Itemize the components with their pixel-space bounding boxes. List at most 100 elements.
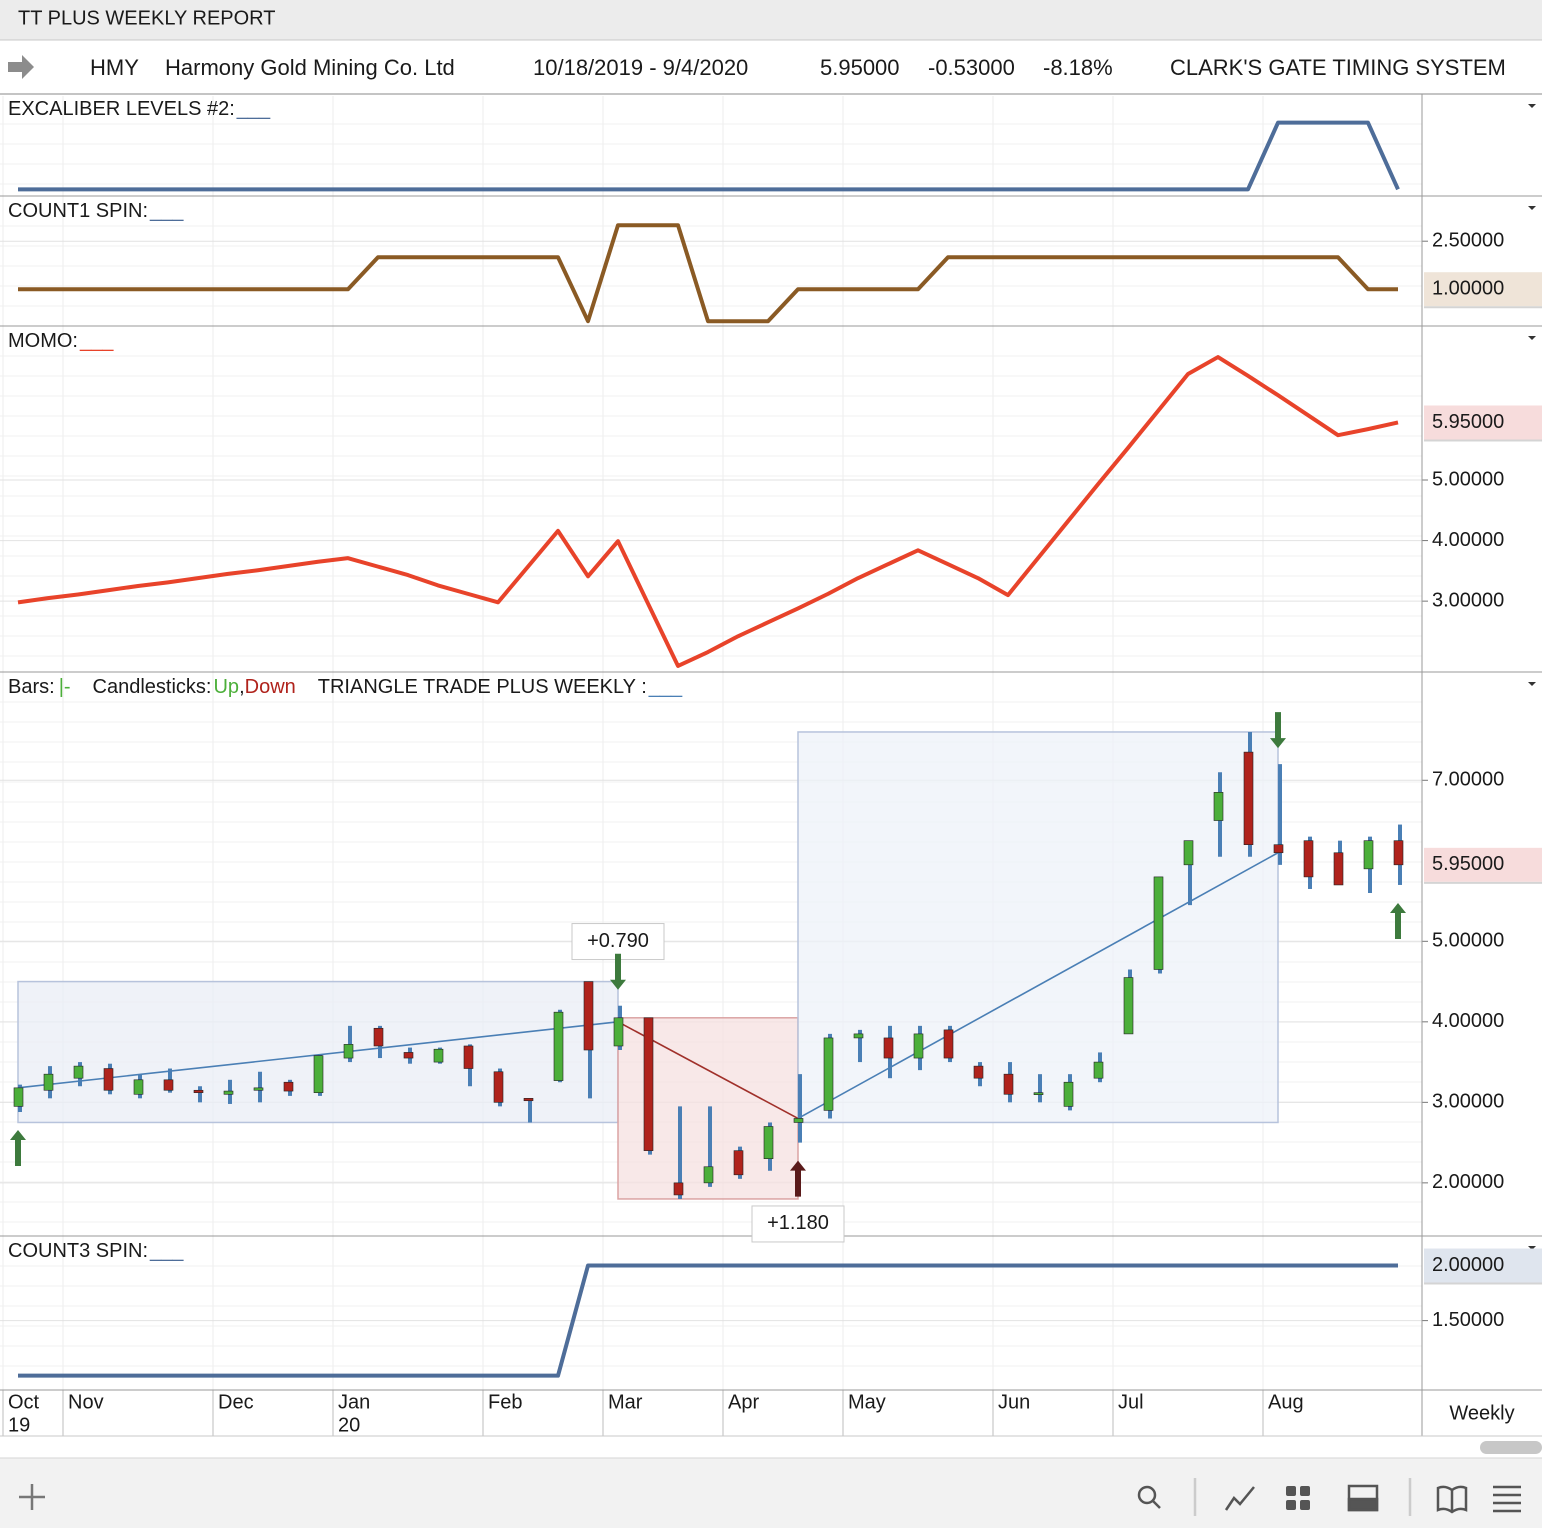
current-value-badge bbox=[1424, 847, 1542, 882]
candle-body bbox=[43, 1073, 54, 1091]
symbol: HMY bbox=[90, 55, 139, 80]
x-tick-label: Apr bbox=[728, 1391, 759, 1413]
triangle-box bbox=[797, 731, 1279, 1124]
candle-body bbox=[133, 1079, 144, 1095]
candle-body bbox=[1183, 840, 1194, 866]
candle-body bbox=[1033, 1092, 1044, 1095]
x-tick-label: Nov bbox=[68, 1391, 104, 1413]
trend-line bbox=[797, 852, 1279, 1120]
panel-menu[interactable] bbox=[1528, 206, 1536, 210]
date-range: 10/18/2019 - 9/4/2020 bbox=[533, 55, 748, 80]
draw-button[interactable] bbox=[1224, 1486, 1255, 1511]
candle-body bbox=[313, 1055, 324, 1093]
window-title: TT PLUS WEEKLY REPORT bbox=[18, 7, 275, 29]
menu-button[interactable] bbox=[1493, 1485, 1521, 1513]
candle-body bbox=[163, 1079, 174, 1091]
title-bar bbox=[0, 0, 1542, 40]
panel-title-text: COUNT3 SPIN: bbox=[8, 1240, 148, 1262]
current-value-label: 1.00000 bbox=[1432, 277, 1504, 299]
panel-button[interactable] bbox=[1347, 1484, 1379, 1512]
candle-body bbox=[1093, 1061, 1104, 1079]
candle-body bbox=[283, 1081, 294, 1092]
candle-body bbox=[613, 1017, 624, 1047]
current-value-badge bbox=[1424, 272, 1542, 307]
percent-change: -8.18% bbox=[1043, 55, 1113, 80]
current-value-label: 2.00000 bbox=[1432, 1254, 1504, 1276]
system-name: CLARK'S GATE TIMING SYSTEM bbox=[1170, 55, 1506, 80]
legend-key: ___ bbox=[236, 98, 271, 120]
nav-arrow-icon[interactable] bbox=[8, 55, 34, 79]
gain-badge bbox=[571, 923, 665, 961]
panel-title-text: COUNT1 SPIN: bbox=[8, 200, 148, 222]
gain-label: +0.790 bbox=[587, 930, 649, 952]
x-tick-label: May bbox=[848, 1391, 886, 1413]
up-label: Up bbox=[213, 676, 239, 698]
candle-body bbox=[403, 1052, 414, 1059]
panel-title-text: Bars: bbox=[8, 676, 55, 698]
legend-key: ___ bbox=[149, 200, 184, 222]
signal-arrow bbox=[10, 1130, 26, 1167]
panel-menu[interactable] bbox=[1528, 682, 1536, 686]
book-button[interactable] bbox=[1436, 1485, 1468, 1514]
candle-body bbox=[463, 1045, 474, 1069]
x-tick-label: Jul bbox=[1118, 1391, 1144, 1413]
last-price: 5.95000 bbox=[820, 55, 900, 80]
indicator-label: TRIANGLE TRADE PLUS WEEKLY : bbox=[318, 676, 647, 698]
candle-body bbox=[733, 1150, 744, 1176]
toolbar bbox=[0, 1458, 1542, 1528]
panel-menu[interactable] bbox=[1528, 336, 1536, 340]
signal-arrow bbox=[1390, 902, 1406, 939]
scrollbar[interactable] bbox=[1480, 1441, 1542, 1454]
candle-body bbox=[1063, 1081, 1074, 1107]
candle-body bbox=[223, 1090, 234, 1095]
indicator-line bbox=[17, 355, 1399, 668]
candle-body bbox=[523, 1098, 534, 1102]
candle-body bbox=[343, 1044, 354, 1059]
candle-body bbox=[1153, 876, 1164, 970]
y-tick-label: 5.00000 bbox=[1432, 930, 1504, 952]
y-tick-label: 2.50000 bbox=[1432, 229, 1504, 251]
candle-body bbox=[883, 1037, 894, 1059]
panel-title: Bars: |- Candlesticks: Up,Down TRIANGLE TRAD… bbox=[8, 676, 683, 698]
panel-menu[interactable] bbox=[1528, 1246, 1536, 1250]
x-tick-label: Jun bbox=[998, 1391, 1030, 1413]
legend-key: ___ bbox=[149, 1240, 184, 1262]
candle-body bbox=[1003, 1073, 1014, 1095]
panel-title-text: MOMO: bbox=[8, 330, 78, 352]
signal-arrow bbox=[610, 953, 626, 990]
legend-key: ___ bbox=[79, 330, 114, 352]
add-button[interactable] bbox=[19, 1484, 45, 1510]
candle-body bbox=[103, 1068, 114, 1091]
x-tick-label: Aug bbox=[1268, 1391, 1304, 1413]
candle-body bbox=[373, 1027, 384, 1047]
y-tick-label: 4.00000 bbox=[1432, 1010, 1504, 1032]
candle-body bbox=[1243, 751, 1254, 845]
candle-body bbox=[73, 1065, 84, 1079]
indicator-line bbox=[18, 120, 1400, 192]
period-label[interactable]: Weekly bbox=[1449, 1402, 1514, 1424]
x-tick-label: Dec bbox=[218, 1391, 254, 1413]
y-tick-label: 1.50000 bbox=[1432, 1309, 1504, 1331]
candle-body bbox=[1303, 840, 1314, 878]
company-name: Harmony Gold Mining Co. Ltd bbox=[165, 55, 455, 80]
x-tick-label: Oct bbox=[8, 1391, 40, 1413]
candle-body bbox=[13, 1087, 24, 1107]
candle-body bbox=[1213, 792, 1224, 821]
candle-body bbox=[643, 1017, 654, 1151]
panel-title: EXCALIBER LEVELS #2: ___ bbox=[8, 98, 271, 120]
panel-title: MOMO: ___ bbox=[8, 330, 114, 352]
candle-body bbox=[943, 1029, 954, 1059]
y-tick-label: 3.00000 bbox=[1432, 1091, 1504, 1113]
candle-body bbox=[793, 1118, 804, 1123]
candle-body bbox=[823, 1037, 834, 1111]
down-label: Down bbox=[245, 676, 296, 698]
candle-body bbox=[973, 1065, 984, 1079]
layout-button[interactable] bbox=[1286, 1486, 1310, 1510]
x-tick-label: Feb bbox=[488, 1391, 522, 1413]
current-value-label: 5.95000 bbox=[1432, 853, 1504, 875]
candles-label: Candlesticks: bbox=[93, 676, 212, 698]
panel-menu[interactable] bbox=[1528, 104, 1536, 108]
panel-title: COUNT3 SPIN: ___ bbox=[8, 1240, 184, 1262]
search-button[interactable] bbox=[1137, 1485, 1161, 1509]
